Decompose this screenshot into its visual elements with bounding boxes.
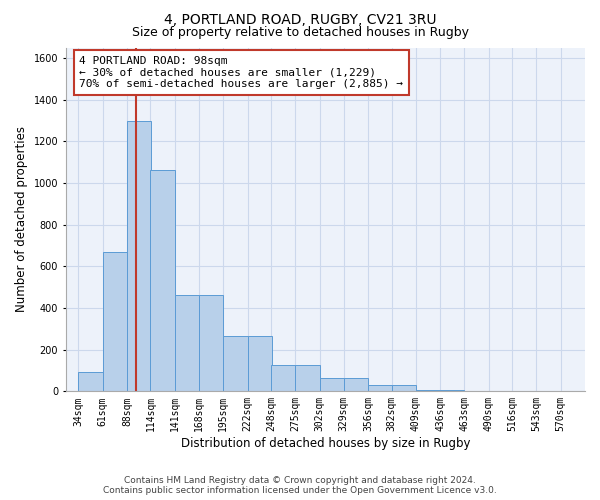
- Bar: [79, 372, 103, 392]
- Bar: [199, 296, 223, 392]
- Bar: [127, 122, 151, 392]
- Bar: [392, 386, 416, 392]
- Y-axis label: Number of detached properties: Number of detached properties: [15, 126, 28, 312]
- Bar: [103, 252, 127, 392]
- Bar: [320, 378, 344, 392]
- Bar: [368, 386, 392, 392]
- Text: Size of property relative to detached houses in Rugby: Size of property relative to detached ho…: [131, 26, 469, 39]
- Bar: [223, 336, 248, 392]
- Bar: [344, 378, 368, 392]
- Text: 4 PORTLAND ROAD: 98sqm
← 30% of detached houses are smaller (1,229)
70% of semi-: 4 PORTLAND ROAD: 98sqm ← 30% of detached…: [79, 56, 403, 89]
- Text: 4, PORTLAND ROAD, RUGBY, CV21 3RU: 4, PORTLAND ROAD, RUGBY, CV21 3RU: [164, 12, 436, 26]
- Bar: [151, 170, 175, 392]
- Bar: [271, 366, 295, 392]
- Bar: [248, 336, 272, 392]
- Bar: [440, 390, 464, 392]
- Bar: [416, 390, 440, 392]
- Text: Contains HM Land Registry data © Crown copyright and database right 2024.
Contai: Contains HM Land Registry data © Crown c…: [103, 476, 497, 495]
- Bar: [295, 366, 320, 392]
- X-axis label: Distribution of detached houses by size in Rugby: Distribution of detached houses by size …: [181, 437, 470, 450]
- Bar: [175, 296, 199, 392]
